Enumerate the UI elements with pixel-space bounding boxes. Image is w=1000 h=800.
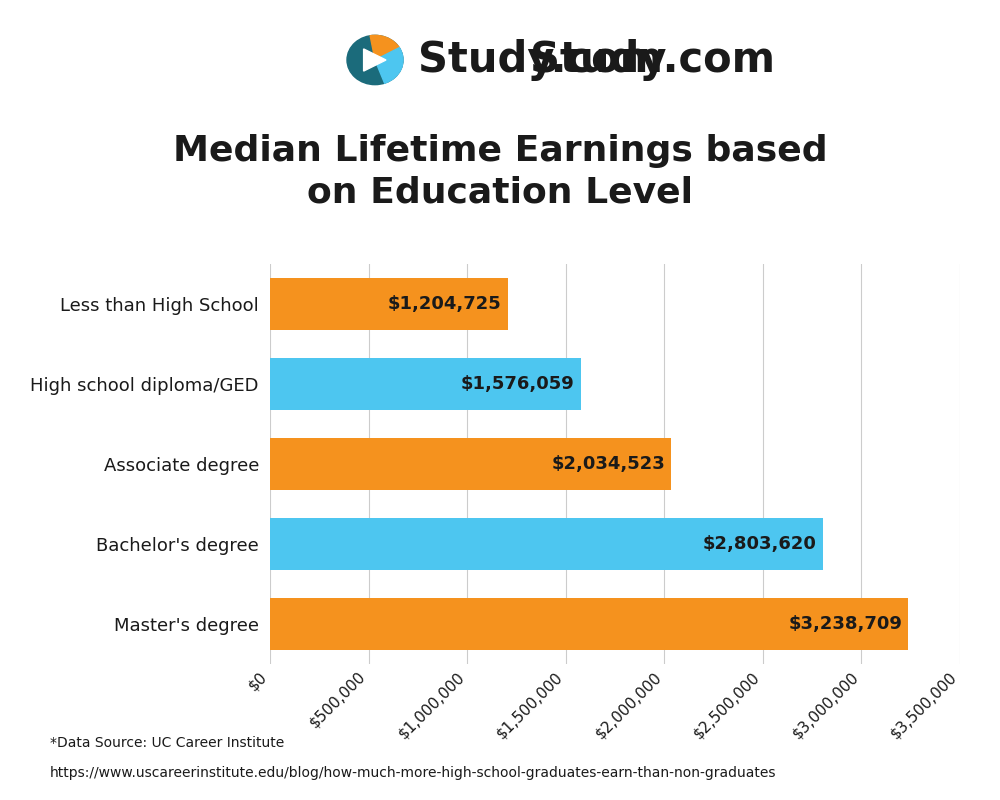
Bar	[270, 358, 581, 410]
Wedge shape	[370, 35, 399, 60]
Text: $2,803,620: $2,803,620	[703, 535, 817, 553]
Text: $2,034,523: $2,034,523	[551, 455, 665, 473]
Wedge shape	[375, 48, 403, 83]
Polygon shape	[364, 49, 386, 71]
Text: $3,238,709: $3,238,709	[789, 615, 903, 633]
Text: *Data Source: UC Career Institute: *Data Source: UC Career Institute	[50, 736, 284, 750]
Text: $1,576,059: $1,576,059	[461, 375, 575, 393]
Bar	[270, 438, 671, 490]
Text: Study.com: Study.com	[418, 39, 663, 81]
Text: https://www.uscareerinstitute.edu/blog/how-much-more-high-school-graduates-earn-: https://www.uscareerinstitute.edu/blog/h…	[50, 766, 776, 781]
Bar	[270, 518, 823, 570]
Text: Median Lifetime Earnings based
on Education Level: Median Lifetime Earnings based on Educat…	[173, 134, 827, 210]
Bar	[270, 598, 908, 650]
Circle shape	[347, 35, 403, 85]
Text: Study.com: Study.com	[530, 39, 775, 81]
Bar	[270, 278, 508, 330]
Text: $1,204,725: $1,204,725	[388, 295, 502, 313]
